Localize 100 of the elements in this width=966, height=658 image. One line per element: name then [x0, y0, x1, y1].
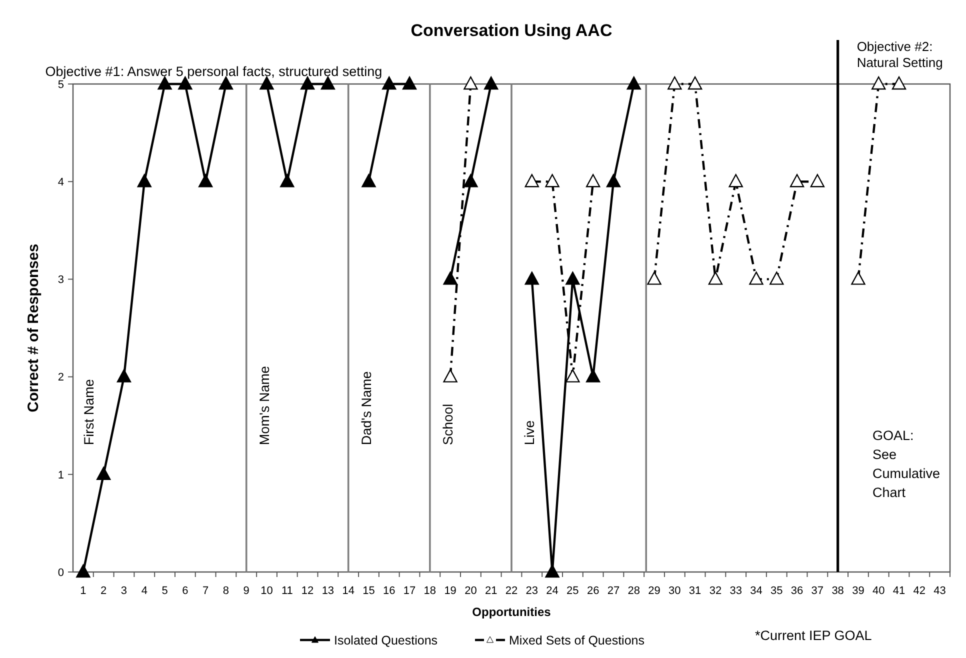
x-tick-label: 28	[628, 585, 640, 597]
point	[280, 174, 294, 188]
x-tick-label: 30	[668, 585, 681, 597]
point	[443, 369, 458, 382]
point	[708, 272, 723, 285]
annotation: School	[440, 404, 456, 446]
x-axis-title: Opportunities	[472, 605, 552, 619]
x-tick-label: 27	[607, 585, 620, 597]
x-tick-label: 42	[913, 585, 926, 597]
point	[728, 174, 743, 188]
annotation: Dad's Name	[358, 371, 374, 446]
x-tick-label: 1	[80, 585, 86, 597]
x-tick-label: 32	[709, 585, 722, 597]
text: Objective #1: Answer 5 personal facts, structured setting	[45, 64, 382, 79]
x-tick-label: 25	[566, 585, 579, 597]
x-tick-label: 22	[505, 585, 518, 597]
x-tick-label: 10	[260, 585, 273, 597]
x-tick-label: 6	[182, 585, 188, 597]
x-tick-label: 17	[403, 585, 416, 597]
x-tick-label: 13	[322, 585, 334, 597]
x-tick-label: 7	[202, 585, 209, 597]
point	[566, 272, 580, 285]
point	[443, 272, 458, 285]
point	[116, 369, 132, 382]
y-tick-label: 3	[58, 274, 64, 286]
point	[320, 76, 336, 90]
point	[606, 174, 621, 188]
point	[566, 369, 580, 382]
x-tick-label: 5	[162, 585, 168, 597]
text: *Current IEP GOAL	[755, 628, 872, 643]
point	[668, 76, 682, 90]
point	[300, 76, 315, 90]
x-tick-label: 16	[383, 585, 396, 597]
legend-label: Mixed Sets of Questions	[509, 633, 644, 648]
point	[749, 272, 764, 285]
x-tick-label: 15	[362, 585, 375, 597]
point	[524, 272, 539, 285]
x-tick-label: 20	[464, 585, 477, 597]
annotation: First Name	[81, 379, 96, 446]
point	[137, 174, 152, 188]
point	[790, 174, 804, 188]
point	[524, 174, 539, 188]
y-tick-label: 1	[58, 469, 64, 482]
point	[647, 272, 662, 285]
point	[382, 76, 396, 90]
x-tick-label: 3	[120, 585, 128, 597]
y-tick-label: 2	[58, 372, 64, 384]
point	[96, 466, 111, 480]
x-tick-label: 41	[892, 585, 906, 597]
x-tick-label: 36	[790, 585, 804, 597]
point	[464, 174, 478, 188]
x-tick-label: 40	[872, 585, 885, 597]
x-tick-label: 23	[526, 585, 538, 597]
x-tick-label: 29	[648, 585, 660, 597]
x-tick-label: 18	[424, 585, 436, 597]
x-tick-label: 8	[222, 585, 230, 597]
legend-label: Isolated Questions	[334, 633, 438, 648]
point	[810, 174, 825, 188]
point	[688, 76, 702, 90]
point	[464, 76, 478, 90]
point	[586, 369, 600, 382]
x-tick-label: 34	[750, 585, 762, 597]
point	[872, 76, 886, 90]
point	[851, 272, 866, 285]
x-tick-label: 19	[444, 585, 456, 597]
point	[545, 174, 560, 188]
point	[626, 76, 641, 90]
x-tick-label: 24	[546, 585, 558, 597]
point	[586, 174, 600, 188]
x-tick-label: 2	[100, 585, 107, 597]
x-tick-label: 39	[852, 585, 864, 597]
point	[158, 76, 172, 90]
annotation: GOAL: See Cumulative Chart	[872, 428, 940, 500]
point	[484, 76, 498, 90]
chart-title: Conversation Using AAC	[410, 21, 612, 40]
x-tick-label: 33	[730, 585, 742, 597]
x-tick-label: 14	[342, 585, 354, 597]
point	[198, 174, 213, 188]
x-tick-label: 37	[811, 585, 824, 597]
x-tick-label: 38	[832, 585, 844, 597]
y-tick-label: 5	[58, 78, 64, 91]
point	[76, 564, 90, 578]
x-tick-label: 31	[688, 585, 702, 597]
y-tick-label: 4	[58, 176, 64, 188]
x-tick-label: 9	[243, 585, 250, 597]
x-tick-label: 21	[484, 585, 498, 597]
point	[892, 76, 906, 90]
ref-line-label: Objective #2: Natural Setting	[856, 39, 943, 70]
x-tick-label: 11	[281, 585, 293, 597]
x-tick-label: 43	[934, 585, 946, 597]
annotation: Mom's Name	[256, 366, 272, 446]
x-tick-label: 12	[301, 585, 314, 597]
x-tick-label: 4	[141, 585, 148, 597]
point	[362, 174, 376, 188]
y-tick-label: 0	[58, 566, 64, 579]
point	[545, 564, 560, 578]
x-tick-label: 26	[586, 585, 600, 597]
point	[770, 272, 784, 285]
y-axis-title: Correct # of Responses	[25, 244, 42, 412]
x-tick-label: 35	[770, 585, 783, 597]
